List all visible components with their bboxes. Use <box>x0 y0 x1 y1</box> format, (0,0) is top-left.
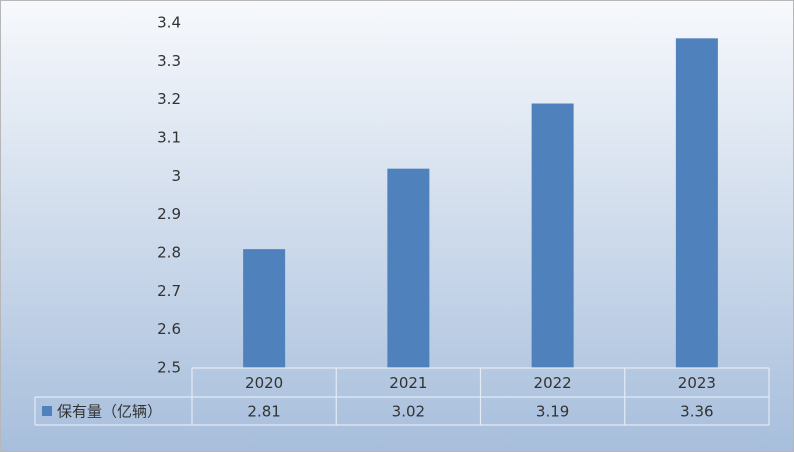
table-value: 2.81 <box>247 403 280 421</box>
y-tick-label: 2.8 <box>157 244 181 262</box>
bar <box>675 38 718 368</box>
y-tick-label: 2.5 <box>157 359 181 377</box>
y-tick-label: 3.3 <box>157 52 181 70</box>
y-tick-label: 3 <box>171 167 181 185</box>
y-tick-label: 2.7 <box>157 282 181 300</box>
table-value: 3.02 <box>392 403 425 421</box>
x-tick-label: 2021 <box>389 374 427 392</box>
y-tick-label: 2.6 <box>157 320 181 338</box>
table-value: 3.36 <box>680 403 713 421</box>
x-tick-label: 2023 <box>678 374 716 392</box>
x-tick-label: 2022 <box>534 374 572 392</box>
legend-key <box>42 406 52 416</box>
bar <box>531 103 574 368</box>
table-value: 3.19 <box>536 403 569 421</box>
bar <box>243 249 286 368</box>
y-tick-label: 3.4 <box>157 14 181 32</box>
bar <box>387 168 430 368</box>
x-tick-label: 2020 <box>245 374 283 392</box>
y-tick-label: 3.1 <box>157 129 181 147</box>
legend-label: 保有量（亿辆） <box>57 403 162 421</box>
y-tick-label: 2.9 <box>157 205 181 223</box>
y-tick-label: 3.2 <box>157 90 181 108</box>
